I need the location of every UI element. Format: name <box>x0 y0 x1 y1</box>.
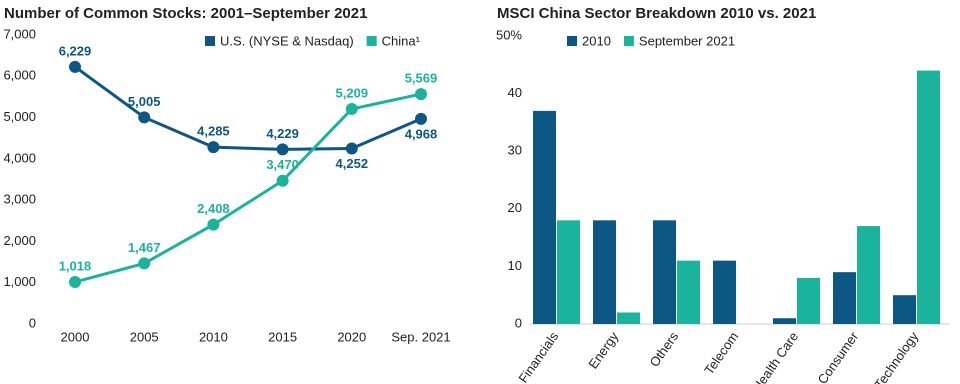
point <box>345 142 358 155</box>
y-tick-label: 4,000 <box>3 150 36 165</box>
point <box>415 88 427 101</box>
legend-label: China¹ <box>382 33 421 48</box>
point <box>415 112 427 125</box>
x-tick-label: 2010 <box>199 329 228 344</box>
y-tick-label: 10 <box>508 258 522 273</box>
bar <box>533 110 556 324</box>
y-tick-label: 0 <box>515 315 522 330</box>
value-label: 6,229 <box>59 43 92 58</box>
value-label: 2,408 <box>197 201 230 216</box>
bar <box>653 220 676 324</box>
legend-label: September 2021 <box>639 33 735 48</box>
value-label: 4,968 <box>405 126 438 141</box>
x-tick-label: Telecom <box>701 329 741 377</box>
y-tick-label: 20 <box>508 200 522 215</box>
bar <box>797 277 820 324</box>
y-tick-label: 5,000 <box>3 109 36 124</box>
value-label: 5,209 <box>336 85 369 100</box>
y-tick-label: 7,000 <box>3 26 36 41</box>
x-tick-label: Sep. 2021 <box>391 329 450 344</box>
point <box>69 275 81 288</box>
x-tick-label: Others <box>647 329 682 370</box>
x-tick-label: Consumer <box>815 329 862 384</box>
y-tick-label: 1,000 <box>3 274 36 289</box>
x-tick-label: Energy <box>585 329 621 372</box>
value-label: 1,467 <box>128 240 161 255</box>
value-label: 1,018 <box>59 258 92 273</box>
bar <box>617 312 640 324</box>
point <box>207 218 220 231</box>
point <box>69 60 81 73</box>
value-label: 3,470 <box>266 157 299 172</box>
line <box>74 92 422 284</box>
bar <box>593 220 616 324</box>
y-tick-label: 40 <box>508 85 522 100</box>
legend-label: 2010 <box>582 33 611 48</box>
bar <box>713 260 736 324</box>
x-tick-label: 2015 <box>268 329 297 344</box>
y-tick-label: 2,000 <box>3 233 36 248</box>
value-label: 4,229 <box>266 126 299 141</box>
y-tick-label: 0 <box>29 315 36 330</box>
value-label: 4,252 <box>336 156 369 171</box>
point <box>276 143 289 156</box>
bar <box>557 220 580 324</box>
x-tick-label: 2005 <box>130 329 159 344</box>
chart-title: Number of Common Stocks: 2001–September … <box>4 5 367 22</box>
bar <box>773 318 796 324</box>
value-label: 5,005 <box>128 94 161 109</box>
legend-swatch <box>623 36 634 46</box>
point <box>138 257 151 270</box>
legend-swatch <box>567 36 577 46</box>
legend-swatch <box>205 36 215 46</box>
bar <box>917 70 940 324</box>
bar <box>833 272 856 324</box>
x-tick-label: 2020 <box>337 329 366 344</box>
x-tick-label: Health Care <box>749 329 801 384</box>
y-tick-label: 30 <box>508 143 522 158</box>
y-tick-label: 50% <box>496 27 522 42</box>
bar <box>893 295 916 324</box>
x-tick-label: Financials <box>515 329 561 384</box>
bar <box>857 226 880 324</box>
value-label: 5,569 <box>405 71 438 86</box>
y-tick-label: 3,000 <box>3 192 36 207</box>
y-tick-label: 6,000 <box>3 68 36 83</box>
legend-label: U.S. (NYSE & Nasdaq) <box>220 33 354 48</box>
x-tick-label: 2000 <box>61 329 90 344</box>
x-tick-label: Technology <box>871 329 921 384</box>
point <box>138 111 151 124</box>
chart-title: MSCI China Sector Breakdown 2010 vs. 202… <box>497 5 816 22</box>
bar <box>677 260 700 324</box>
point <box>345 102 358 115</box>
point <box>276 174 289 187</box>
line <box>74 65 422 151</box>
legend-swatch <box>366 36 377 46</box>
value-label: 4,285 <box>197 124 230 139</box>
point <box>207 141 220 154</box>
